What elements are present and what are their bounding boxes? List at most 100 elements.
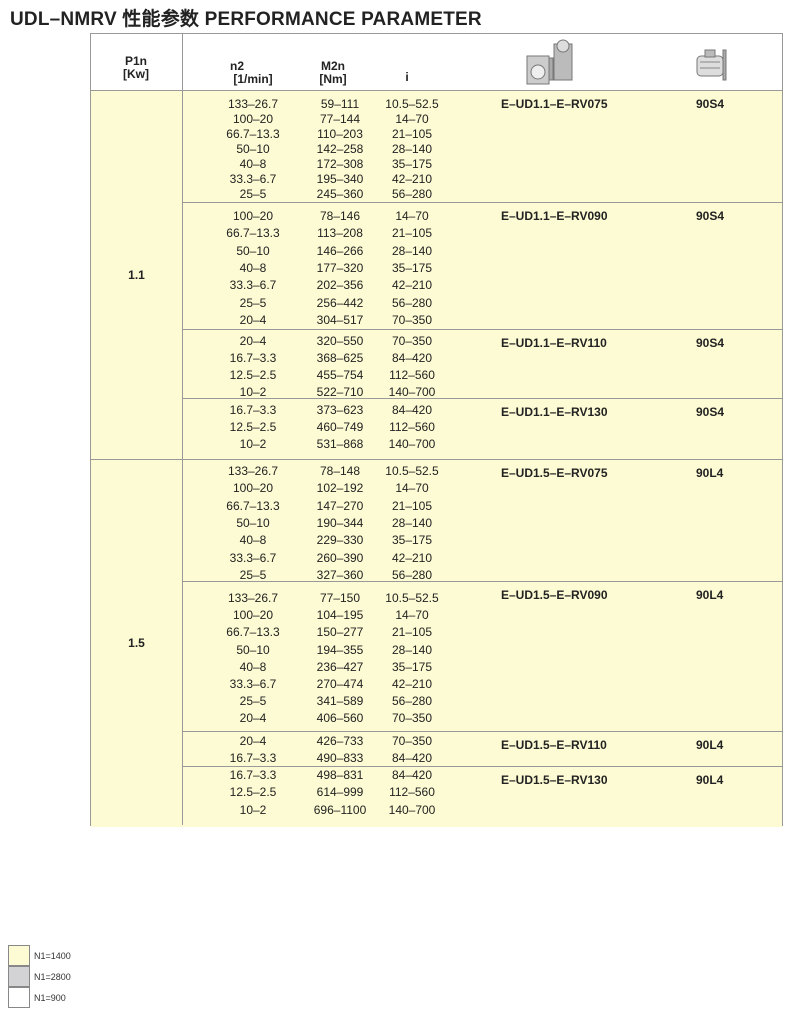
- model-code: E–UD1.1–E–RV090: [501, 209, 608, 223]
- m2n-value: 195–340: [316, 172, 364, 186]
- n2-value: 25–5: [239, 187, 267, 201]
- m2n-value: 177–320: [316, 260, 364, 275]
- gearbox-block: E–UD1.5–E–RV090 90L4 133–26.7 77–150 10.5–52…: [183, 581, 782, 731]
- m2n-value: 113–208: [317, 226, 363, 241]
- i-value: 140–700: [388, 385, 436, 399]
- i-value: 28–140: [391, 642, 433, 657]
- i-value: 35–175: [391, 260, 433, 275]
- m2n-label: M2n: [321, 59, 345, 73]
- n2-value: 50–10: [236, 243, 270, 258]
- m2n-value: 426–733: [316, 734, 364, 748]
- i-value: 112–560: [389, 368, 435, 382]
- header-i: i: [405, 70, 409, 84]
- performance-table: P1n [Kw] n2 [1/min] M2n [Nm] i 1.1 E–UD1.1–E…: [90, 33, 783, 827]
- m2n-value: 146–266: [316, 243, 364, 258]
- i-value: 56–280: [391, 187, 433, 201]
- legend-swatch: [8, 945, 30, 966]
- m2n-value: 696–1100: [313, 802, 367, 817]
- n2-value: 66.7–13.3: [226, 498, 280, 513]
- i-value: 56–280: [391, 567, 433, 582]
- header-n2: n2 [1/min]: [218, 60, 288, 86]
- i-value: 35–175: [391, 157, 433, 171]
- i-value: 14–70: [395, 209, 429, 223]
- motor-type: 90S4: [696, 336, 725, 350]
- m2n-value: 78–146: [319, 209, 361, 223]
- n2-value: 100–20: [232, 112, 274, 126]
- m2n-value: 142–258: [316, 142, 364, 156]
- p1n-unit: [Kw]: [123, 67, 149, 81]
- m2n-value: 110–203: [317, 127, 363, 141]
- i-value: 84–420: [391, 351, 433, 365]
- p1n-value: 1.1: [128, 267, 145, 282]
- i-value: 14–70: [395, 608, 429, 623]
- n2-value: 33.3–6.7: [229, 278, 277, 293]
- motor-icon: [696, 49, 727, 81]
- power-group: 1.5 E–UD1.5–E–RV075 90L4 133–26.7 78–148 10.5…: [91, 459, 782, 827]
- m2n-value: 77–150: [319, 591, 361, 605]
- n2-value: 10–2: [239, 385, 267, 399]
- m2n-value: 498–831: [316, 768, 364, 782]
- m2n-value: 202–356: [316, 278, 364, 293]
- gearbox-block: E–UD1.1–E–RV110 90S4 20–4 320–550 70–350 16.7…: [183, 329, 782, 399]
- i-value: 10.5–52.5: [385, 97, 439, 111]
- m2n-value: 194–355: [316, 642, 364, 657]
- i-value: 84–420: [391, 768, 433, 782]
- i-value: 14–70: [395, 112, 429, 126]
- i-value: 42–210: [391, 550, 433, 565]
- header-m2n: M2n [Nm]: [313, 60, 353, 86]
- motor-type: 90L4: [696, 738, 724, 752]
- n2-value: 40–8: [239, 533, 267, 548]
- i-value: 42–210: [391, 278, 433, 293]
- i-value: 10.5–52.5: [385, 464, 439, 478]
- m2n-value: 260–390: [316, 550, 364, 565]
- motor-type: 90L4: [696, 466, 724, 480]
- n2-value: 12.5–2.5: [229, 785, 277, 800]
- m2n-value: 522–710: [316, 385, 364, 399]
- i-value: 70–350: [391, 711, 433, 726]
- model-code: E–UD1.5–E–RV130: [501, 773, 608, 787]
- n2-value: 66.7–13.3: [226, 226, 280, 241]
- column-divider: [182, 34, 183, 825]
- motor-type: 90S4: [696, 97, 725, 111]
- table-header: P1n [Kw] n2 [1/min] M2n [Nm] i: [91, 34, 782, 92]
- m2n-value: 236–427: [316, 659, 364, 674]
- i-value: 70–350: [391, 334, 433, 348]
- m2n-value: 59–111: [320, 97, 360, 111]
- n2-value: 50–10: [236, 142, 270, 156]
- m2n-unit: [Nm]: [319, 72, 347, 86]
- n2-value: 33.3–6.7: [229, 550, 277, 565]
- n2-value: 33.3–6.7: [229, 172, 277, 186]
- motor-type: 90L4: [696, 773, 724, 787]
- model-code: E–UD1.5–E–RV090: [501, 588, 608, 602]
- legend-swatch: [8, 966, 30, 987]
- m2n-value: 77–144: [319, 112, 361, 126]
- m2n-value: 78–148: [319, 464, 361, 478]
- n2-value: 20–4: [239, 734, 267, 748]
- model-code: E–UD1.1–E–RV130: [501, 405, 608, 419]
- legend-label: N1=900: [34, 993, 66, 1003]
- gearbox-block: E–UD1.5–E–RV110 90L4 20–4 426–733 70–350 16.7…: [183, 731, 782, 766]
- page-title: UDL–NMRV 性能参数 PERFORMANCE PARAMETER: [10, 9, 482, 30]
- gearbox-block: E–UD1.5–E–RV075 90L4 133–26.7 78–148 10.5–52…: [183, 460, 782, 582]
- n2-value: 40–8: [239, 157, 267, 171]
- m2n-value: 245–360: [316, 187, 364, 201]
- n2-value: 33.3–6.7: [229, 677, 277, 691]
- m2n-value: 256–442: [316, 295, 364, 310]
- n2-unit: [1/min]: [233, 72, 273, 86]
- m2n-value: 102–192: [316, 481, 364, 496]
- i-value: 42–210: [391, 677, 433, 691]
- n2-value: 12.5–2.5: [229, 368, 277, 382]
- m2n-value: 104–195: [316, 608, 364, 623]
- i-value: 35–175: [391, 533, 433, 548]
- gearbox-block: E–UD1.1–E–RV090 90S4 100–20 78–146 14–70 66.7…: [183, 202, 782, 329]
- i-value: 70–350: [391, 312, 433, 327]
- gearbox-block: E–UD1.5–E–RV130 90L4 16.7–3.3 498–831 84–420…: [183, 766, 782, 828]
- n2-value: 25–5: [239, 567, 267, 582]
- i-value: 112–560: [389, 420, 435, 434]
- gearbox-block: E–UD1.1–E–RV130 90S4 16.7–3.3 373–623 84–420…: [183, 398, 782, 460]
- n2-value: 133–26.7: [227, 591, 279, 605]
- motor-type: 90L4: [696, 588, 724, 602]
- m2n-value: 229–330: [316, 533, 364, 548]
- m2n-value: 304–517: [316, 312, 364, 327]
- model-code: E–UD1.1–E–RV075: [501, 97, 608, 111]
